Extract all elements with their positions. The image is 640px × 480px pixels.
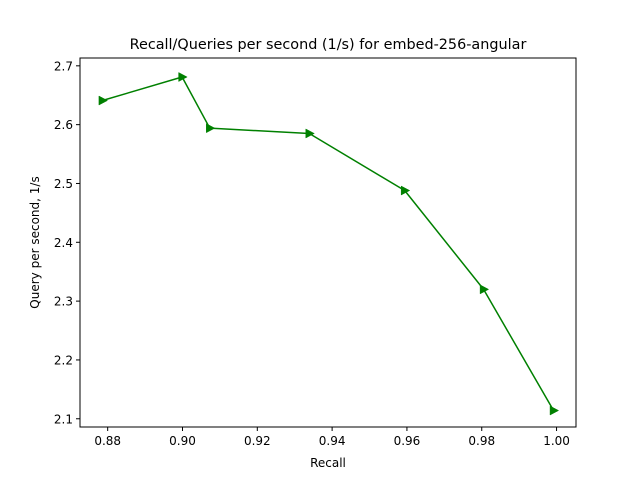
y-tick-label: 2.2	[54, 353, 73, 367]
x-tick-label: 1.00	[543, 434, 570, 448]
y-tick-label: 2.7	[54, 59, 73, 73]
y-tick-label: 2.6	[54, 118, 73, 132]
x-tick-label: 0.98	[468, 434, 495, 448]
y-tick-label: 2.5	[54, 177, 73, 191]
chart-title: Recall/Queries per second (1/s) for embe…	[130, 37, 527, 53]
x-tick-label: 0.96	[394, 434, 421, 448]
y-tick-label: 2.1	[54, 412, 73, 426]
data-point-marker	[305, 128, 315, 139]
y-tick-label: 2.3	[54, 295, 73, 309]
data-point-marker	[178, 72, 188, 82]
x-axis-label: Recall	[310, 456, 346, 470]
x-tick-label: 0.94	[319, 434, 346, 448]
y-tick-label: 2.4	[54, 236, 73, 250]
x-tick-label: 0.92	[244, 434, 271, 448]
x-axis: 0.88 0.90 0.92 0.94 0.96 0.98 1.00	[94, 427, 570, 448]
data-point-marker	[549, 405, 560, 416]
data-point-marker	[400, 185, 411, 196]
axes-frame	[79, 57, 577, 428]
x-tick-label: 0.90	[169, 434, 196, 448]
data-point-marker	[206, 123, 216, 134]
y-axis-label: Query per second, 1/s	[28, 176, 42, 308]
y-axis: 2.1 2.2 2.3 2.4 2.5 2.6 2.7	[54, 59, 80, 426]
x-tick-label: 0.88	[94, 434, 121, 448]
series-line	[102, 76, 555, 411]
plot-area	[98, 72, 560, 416]
data-point-marker	[479, 284, 490, 295]
data-point-marker	[98, 95, 108, 106]
